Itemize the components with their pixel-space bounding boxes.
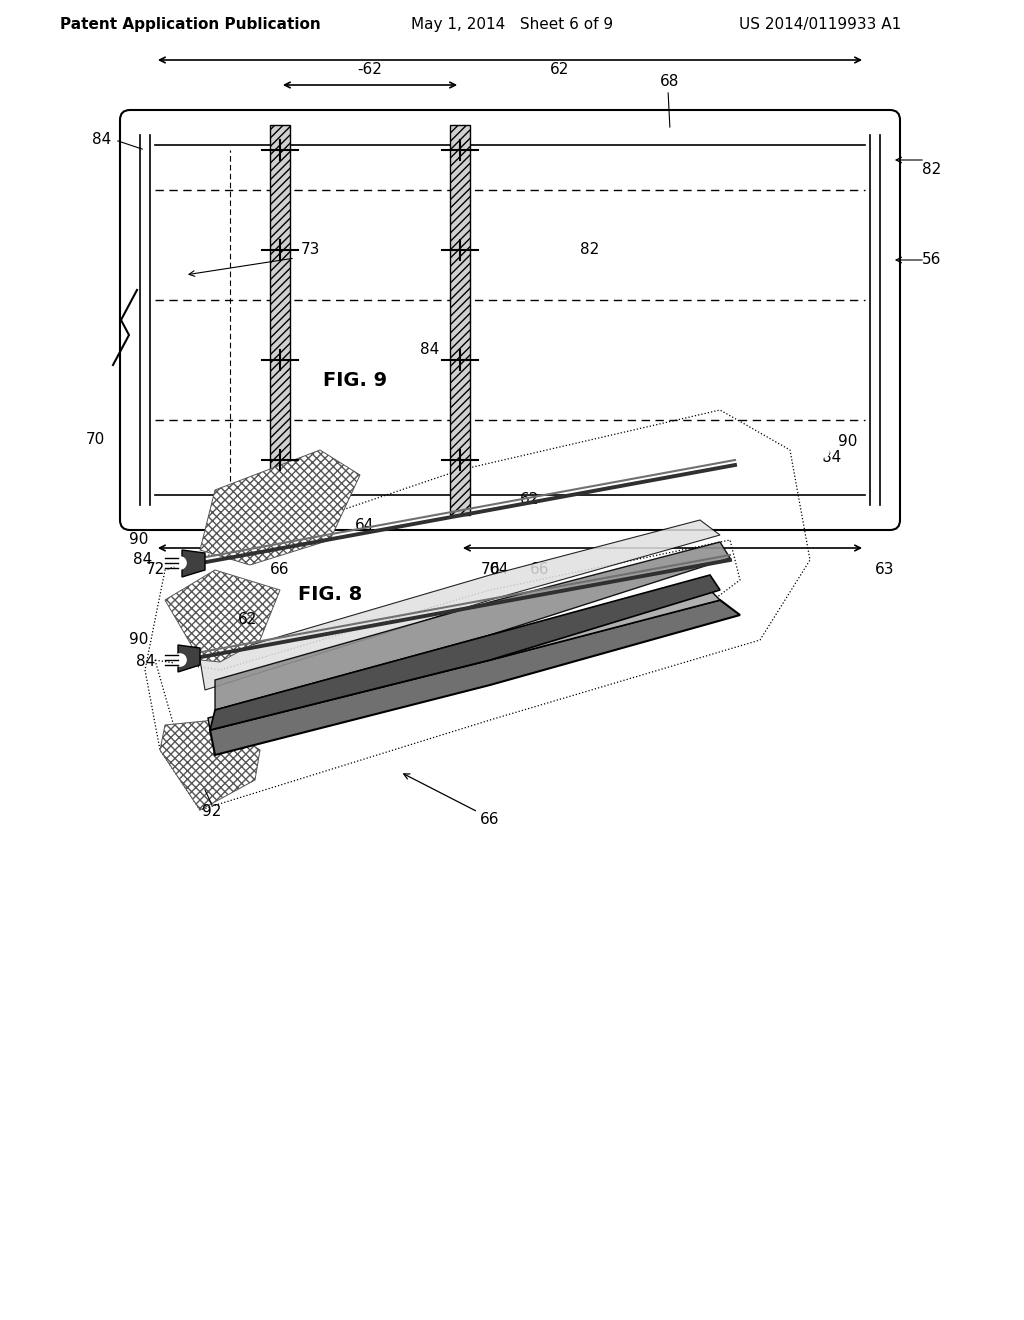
Text: 82: 82: [581, 243, 600, 257]
Polygon shape: [215, 543, 730, 710]
Polygon shape: [178, 645, 200, 672]
Polygon shape: [182, 550, 205, 577]
Text: US 2014/0119933 A1: US 2014/0119933 A1: [739, 17, 901, 33]
Text: 82: 82: [923, 162, 942, 177]
Text: 90: 90: [839, 434, 858, 450]
Text: 84: 84: [822, 450, 842, 466]
Circle shape: [174, 653, 186, 667]
Polygon shape: [165, 570, 280, 663]
Text: FIG. 9: FIG. 9: [323, 371, 387, 389]
Text: 73: 73: [300, 243, 319, 257]
Text: -62: -62: [357, 62, 382, 78]
Polygon shape: [210, 601, 740, 755]
Text: 66: 66: [270, 562, 290, 578]
Text: 66: 66: [480, 813, 500, 828]
Circle shape: [819, 447, 829, 457]
Text: 84: 84: [133, 553, 152, 568]
Text: 70: 70: [480, 562, 500, 578]
Text: 68: 68: [660, 74, 680, 90]
Text: 84: 84: [421, 342, 439, 358]
Text: 70: 70: [85, 433, 104, 447]
Text: 56: 56: [923, 252, 942, 268]
Text: 62: 62: [239, 612, 258, 627]
Polygon shape: [210, 576, 720, 730]
Text: 63: 63: [876, 562, 895, 578]
Text: 90: 90: [129, 632, 148, 648]
Bar: [450, 125, 470, 515]
Text: 64: 64: [355, 517, 375, 532]
Circle shape: [813, 453, 823, 463]
Text: Patent Application Publication: Patent Application Publication: [59, 17, 321, 33]
Polygon shape: [200, 450, 360, 565]
Text: 62: 62: [550, 62, 569, 78]
Text: 66: 66: [530, 562, 550, 578]
Text: FIG. 8: FIG. 8: [298, 586, 362, 605]
Polygon shape: [160, 719, 260, 810]
Bar: [270, 125, 290, 515]
Text: 72: 72: [145, 562, 165, 578]
Text: 84: 84: [92, 132, 112, 148]
FancyBboxPatch shape: [120, 110, 900, 531]
Text: 92: 92: [203, 804, 221, 820]
Text: 62: 62: [520, 492, 540, 507]
Text: 84: 84: [136, 655, 155, 669]
Polygon shape: [200, 520, 720, 690]
Text: May 1, 2014   Sheet 6 of 9: May 1, 2014 Sheet 6 of 9: [411, 17, 613, 33]
Text: 90: 90: [129, 532, 148, 548]
Text: 64: 64: [490, 562, 510, 578]
Circle shape: [174, 557, 186, 569]
Polygon shape: [208, 590, 720, 730]
